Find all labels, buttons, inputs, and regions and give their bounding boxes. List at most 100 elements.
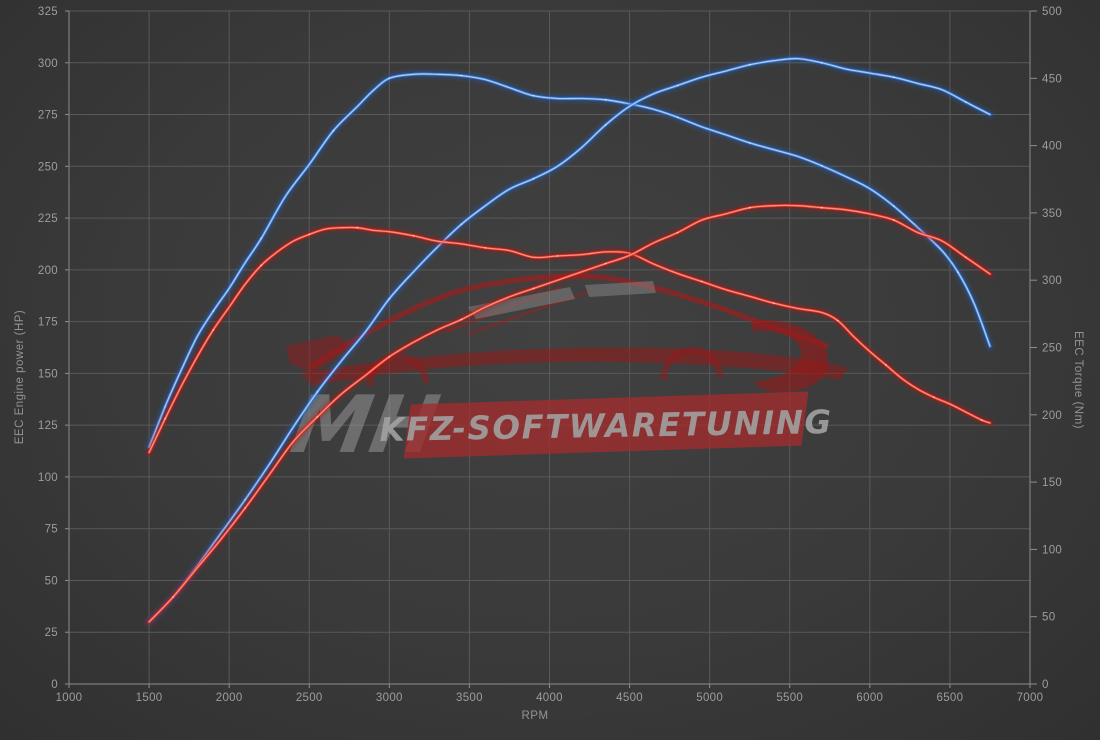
data-point-marker bbox=[172, 596, 175, 598]
data-point-marker bbox=[532, 177, 535, 180]
data-point-marker bbox=[164, 405, 167, 408]
svg-text:500: 500 bbox=[1042, 6, 1062, 18]
y-axis-right-title: EEC Torque (Nm) bbox=[1072, 330, 1084, 430]
svg-text:6500: 6500 bbox=[937, 692, 964, 704]
data-point-marker bbox=[532, 287, 535, 290]
data-point-marker bbox=[933, 396, 935, 399]
data-point-marker bbox=[604, 262, 607, 265]
data-point-marker bbox=[772, 302, 775, 304]
data-point-marker bbox=[700, 280, 703, 283]
svg-text:25: 25 bbox=[45, 627, 58, 639]
watermark-car-body bbox=[300, 347, 848, 386]
svg-text:225: 225 bbox=[38, 213, 58, 225]
svg-text:250: 250 bbox=[38, 161, 58, 173]
svg-text:300: 300 bbox=[38, 58, 58, 70]
svg-text:200: 200 bbox=[1042, 410, 1062, 422]
svg-text:200: 200 bbox=[38, 265, 58, 277]
data-point-marker bbox=[965, 256, 967, 259]
data-point-marker bbox=[532, 94, 535, 97]
svg-text:125: 125 bbox=[38, 420, 58, 432]
data-point-marker bbox=[484, 247, 487, 249]
watermark-car-nose bbox=[286, 335, 352, 374]
watermark-front-wheel bbox=[366, 353, 430, 387]
watermark-car-rear bbox=[752, 319, 829, 392]
data-point-marker bbox=[164, 417, 167, 420]
series-eec-torque-red bbox=[143, 221, 996, 458]
data-point-marker bbox=[893, 76, 895, 79]
axis-tick-labels: 1000 1500 2000 2500 3000 3500 4000 4500 5000 5500… bbox=[38, 6, 1062, 704]
data-point-marker bbox=[981, 419, 983, 422]
x-axis-title: RPM bbox=[521, 710, 549, 722]
svg-text:1500: 1500 bbox=[136, 692, 163, 704]
data-point-marker bbox=[412, 234, 415, 237]
watermark-car-pillar-line2 bbox=[467, 289, 591, 336]
data-point-marker bbox=[388, 355, 391, 358]
svg-text:100: 100 bbox=[38, 472, 58, 484]
data-point-marker bbox=[965, 101, 967, 103]
data-point-marker bbox=[748, 63, 751, 66]
data-point-marker bbox=[260, 264, 263, 267]
svg-text:150: 150 bbox=[38, 368, 58, 380]
data-point-marker bbox=[260, 237, 263, 240]
data-point-marker bbox=[676, 231, 679, 234]
svg-text:1000: 1000 bbox=[56, 692, 83, 704]
data-point-marker bbox=[820, 206, 823, 209]
svg-text:300: 300 bbox=[1042, 275, 1062, 287]
svg-text:4500: 4500 bbox=[616, 692, 643, 704]
grid-layer bbox=[69, 10, 1030, 684]
watermark-rear-wheel bbox=[660, 347, 724, 381]
watermark-windshield-gray bbox=[468, 287, 575, 319]
series-eec-power-blue bbox=[143, 53, 996, 628]
svg-text:50: 50 bbox=[45, 575, 58, 587]
svg-text:450: 450 bbox=[1042, 73, 1062, 85]
data-point-marker bbox=[460, 223, 463, 226]
data-point-marker bbox=[604, 124, 607, 126]
data-point-marker bbox=[460, 318, 463, 321]
svg-text:175: 175 bbox=[38, 317, 58, 329]
watermark-brand-text: KFZ-SOFTWARETUNING bbox=[379, 403, 833, 449]
data-point-marker bbox=[820, 164, 823, 167]
series-layer bbox=[143, 53, 996, 628]
svg-text:350: 350 bbox=[1042, 208, 1062, 220]
data-point-marker bbox=[332, 129, 335, 132]
data-point-marker bbox=[460, 74, 463, 77]
data-point-marker bbox=[212, 310, 215, 313]
svg-text:2500: 2500 bbox=[296, 692, 323, 704]
data-point-marker bbox=[244, 498, 247, 501]
svg-text:0: 0 bbox=[1042, 679, 1049, 691]
data-point-marker bbox=[308, 233, 311, 236]
svg-text:150: 150 bbox=[1042, 477, 1062, 489]
svg-text:325: 325 bbox=[38, 6, 58, 18]
data-point-marker bbox=[388, 77, 391, 80]
series-eec-power-red bbox=[143, 199, 996, 628]
svg-text:4000: 4000 bbox=[536, 692, 563, 704]
data-point-marker bbox=[820, 61, 823, 64]
svg-text:0: 0 bbox=[51, 679, 58, 691]
data-point-marker bbox=[316, 391, 319, 393]
data-point-marker bbox=[212, 329, 215, 331]
svg-text:2000: 2000 bbox=[216, 692, 243, 704]
data-point-marker bbox=[316, 416, 319, 418]
data-point-marker bbox=[244, 507, 247, 509]
data-point-marker bbox=[748, 142, 751, 144]
svg-text:6000: 6000 bbox=[856, 692, 883, 704]
series-eec-torque-blue bbox=[143, 68, 996, 453]
svg-text:50: 50 bbox=[1042, 612, 1055, 624]
data-point-marker bbox=[748, 206, 751, 209]
data-point-marker bbox=[388, 297, 391, 300]
svg-text:3500: 3500 bbox=[456, 692, 483, 704]
svg-text:7000: 7000 bbox=[1017, 692, 1044, 704]
svg-text:3000: 3000 bbox=[376, 692, 403, 704]
data-point-marker bbox=[604, 98, 607, 101]
data-point-marker bbox=[893, 219, 895, 222]
svg-text:100: 100 bbox=[1042, 544, 1062, 556]
axes-layer bbox=[65, 10, 1037, 688]
watermark-car-pillar-line bbox=[445, 285, 563, 334]
svg-text:275: 275 bbox=[38, 110, 58, 122]
data-point-marker bbox=[893, 205, 895, 208]
data-point-marker bbox=[676, 116, 679, 119]
svg-text:400: 400 bbox=[1042, 141, 1062, 153]
svg-text:75: 75 bbox=[45, 524, 58, 536]
